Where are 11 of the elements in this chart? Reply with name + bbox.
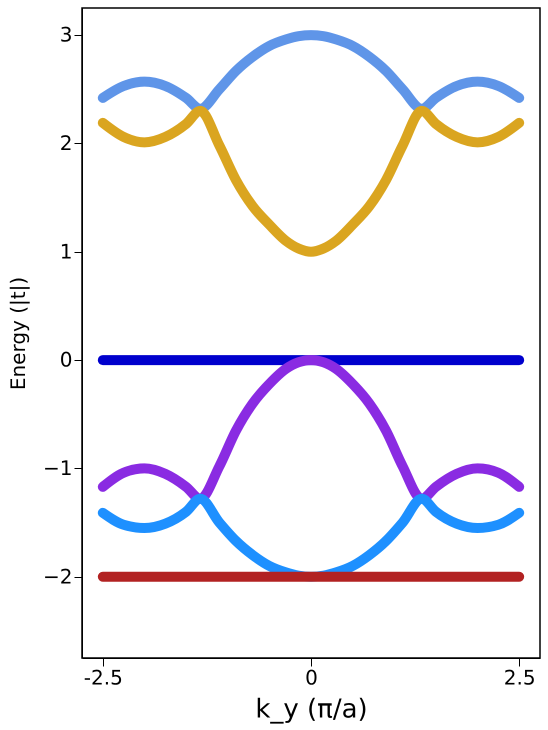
x-tick-label: 2.5 <box>504 666 536 690</box>
x-tick-label: 0 <box>305 666 318 690</box>
y-tick-label: 2 <box>60 130 72 155</box>
y-tick-label: 1 <box>60 239 72 264</box>
y-tick-label: 3 <box>60 22 72 47</box>
y-tick-label: −2 <box>43 564 72 588</box>
y-tick-label: 0 <box>60 348 72 372</box>
y-axis-title: Energy (|t|) <box>6 276 30 390</box>
x-tick-label: -2.5 <box>84 666 123 690</box>
y-tick-label: −1 <box>43 456 72 480</box>
x-axis-title: k_y (π/a) <box>255 694 368 724</box>
